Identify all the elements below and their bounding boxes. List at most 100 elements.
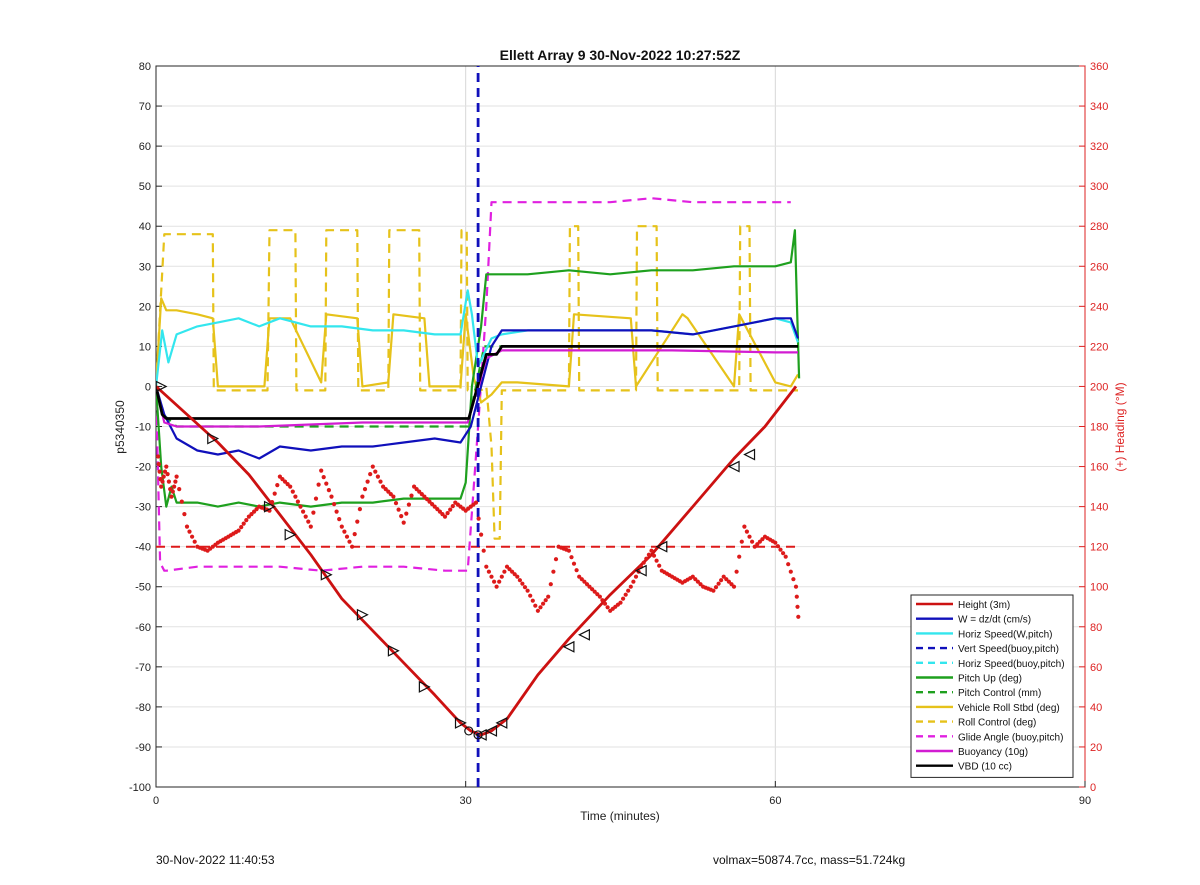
y-axis-label: p5340350 (113, 400, 127, 454)
heading-point (192, 539, 197, 544)
heading-point (494, 584, 499, 589)
y-tick-label: -100 (129, 782, 151, 794)
heading-point (241, 521, 246, 526)
heading-point (716, 581, 721, 586)
heading-point (342, 529, 347, 534)
heading-point (631, 579, 636, 584)
series-height (156, 385, 798, 737)
heading-point (270, 500, 275, 505)
heading-point (313, 496, 319, 501)
heading-point (435, 507, 440, 512)
heading-point (711, 588, 716, 593)
heading-point (618, 600, 623, 605)
heading-point (373, 469, 378, 474)
heading-point (159, 484, 164, 489)
heading-point (651, 553, 657, 558)
series-roll-ctrl (156, 225, 798, 540)
heading-point (541, 601, 546, 606)
heading-point (401, 520, 406, 525)
heading-point (399, 514, 404, 519)
heading-point (742, 524, 747, 529)
heading-point (156, 454, 161, 459)
heading-point (548, 582, 553, 587)
heading-point (731, 584, 737, 589)
heading-point (168, 487, 173, 492)
height-marker (495, 716, 508, 729)
heading-point (409, 493, 414, 498)
y-tick-label: -80 (135, 702, 151, 714)
y-right-tick-label: 0 (1090, 782, 1096, 794)
series-roll (156, 297, 799, 404)
heading-point (497, 579, 502, 584)
heading-point (590, 587, 595, 592)
legend-label: W = dz/dt (cm/s) (958, 615, 1031, 626)
y-right-tick-label: 40 (1090, 702, 1102, 714)
heading-point (319, 468, 324, 473)
heading-point (182, 511, 187, 517)
legend-label: Pitch Up (deg) (958, 674, 1022, 685)
y-right-tick-label: 80 (1090, 622, 1102, 634)
y-right-tick-label: 180 (1090, 422, 1108, 434)
heading-point (492, 579, 497, 584)
height-marker (634, 564, 647, 577)
y-tick-label: -60 (135, 622, 151, 634)
heading-point (406, 502, 411, 507)
height-marker-bottom (464, 726, 474, 736)
heading-point (157, 469, 162, 474)
heading-point (719, 578, 724, 583)
heading-point (695, 579, 701, 584)
heading-point (326, 488, 331, 493)
heading-point (427, 499, 432, 504)
heading-point (272, 491, 277, 496)
heading-point (579, 577, 584, 582)
heading-point (249, 511, 254, 517)
heading-point (362, 487, 368, 492)
legend-label: Vehicle Roll Stbd (deg) (958, 703, 1060, 714)
heading-point (295, 499, 300, 504)
heading-point (419, 492, 424, 497)
y-tick-label: 40 (139, 221, 151, 233)
y-right-tick-label: 220 (1090, 341, 1108, 353)
y-right-tick-label: 260 (1090, 261, 1108, 273)
heading-point (713, 585, 719, 590)
legend-label: Vert Speed(buoy,pitch) (958, 644, 1059, 655)
y-tick-label: 80 (139, 61, 151, 73)
heading-point (577, 574, 582, 579)
heading-point (339, 524, 344, 529)
heading-point (486, 569, 491, 574)
heading-point (174, 474, 179, 479)
heading-point (236, 528, 241, 533)
heading-point (352, 532, 357, 537)
heading-point (303, 514, 308, 519)
heading-point (166, 479, 171, 484)
heading-point (170, 489, 175, 494)
heading-point (796, 614, 801, 619)
heading-point (484, 564, 489, 569)
heading-point (597, 594, 603, 599)
heading-point (553, 557, 559, 562)
heading-point (381, 484, 386, 489)
y-right-tick-label: 320 (1090, 141, 1108, 153)
heading-point (502, 569, 507, 574)
x-tick-label: 0 (153, 795, 159, 807)
heading-point (533, 603, 538, 608)
markers-layer (156, 380, 801, 741)
heading-point (538, 605, 543, 610)
heading-point (445, 510, 450, 516)
legend-label: Glide Angle (buoy,pitch) (958, 732, 1063, 743)
heading-point (737, 554, 742, 559)
series-pitch (156, 229, 801, 508)
heading-point (626, 588, 631, 593)
footer-volmax-mass: volmax=50874.7cc, mass=51.724kg (713, 853, 906, 867)
heading-point (388, 492, 393, 497)
heading-point (365, 479, 370, 484)
heading-point (239, 525, 244, 530)
heading-point (440, 511, 445, 517)
heading-point (311, 510, 316, 515)
heading-point (528, 593, 533, 598)
heading-point (161, 474, 166, 479)
footer-timestamp: 30-Nov-2022 11:40:53 (156, 853, 275, 867)
y-tick-label: -40 (135, 542, 151, 554)
heading-point (582, 579, 587, 584)
